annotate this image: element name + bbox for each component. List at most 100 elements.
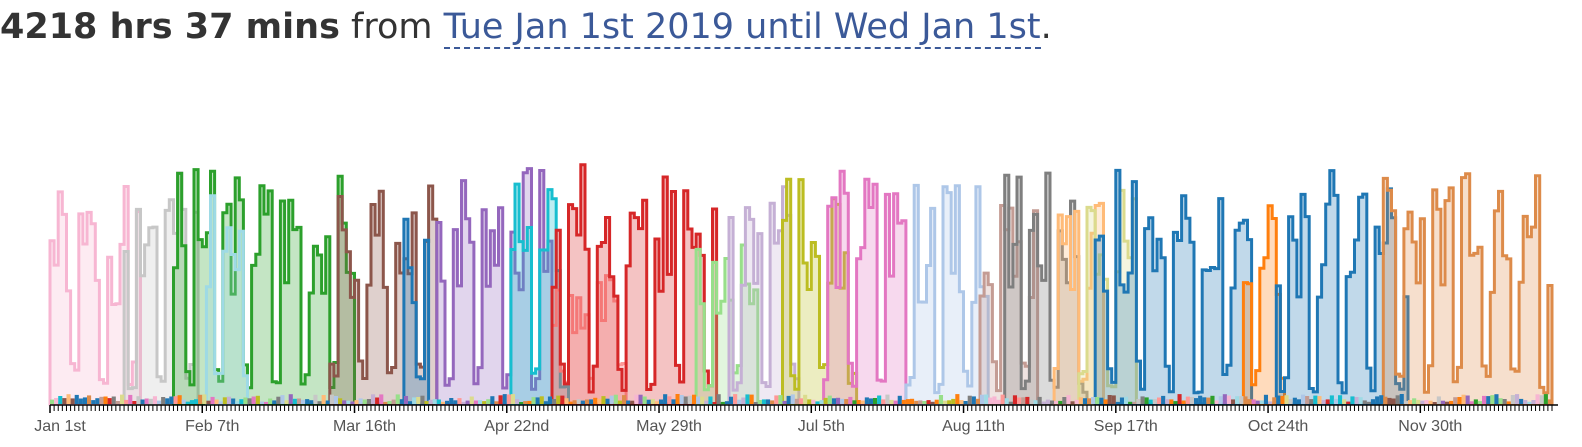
baseline-bar bbox=[840, 398, 845, 404]
baseline-bar bbox=[362, 399, 367, 404]
x-tick-label: Sep 17th bbox=[1094, 418, 1158, 435]
x-tick-label: May 29th bbox=[636, 418, 702, 435]
baseline-bar bbox=[449, 398, 454, 404]
baseline-bar bbox=[1222, 394, 1227, 404]
baseline-bar bbox=[893, 400, 898, 404]
date-range-link[interactable]: Tue Jan 1st 2019 until Wed Jan 1st bbox=[443, 7, 1041, 49]
baseline-bar bbox=[1119, 397, 1125, 404]
baseline-bar bbox=[1012, 395, 1018, 404]
baseline-bar bbox=[622, 395, 627, 404]
series-area-20 bbox=[1093, 168, 1254, 406]
baseline-bar bbox=[169, 396, 174, 404]
baseline-bar bbox=[482, 401, 487, 404]
baseline-bar bbox=[708, 396, 713, 404]
baseline-bar bbox=[416, 397, 421, 404]
baseline-bar bbox=[1370, 399, 1376, 404]
baseline-bar bbox=[1494, 394, 1499, 404]
baseline-bar bbox=[1469, 401, 1474, 404]
baseline-bar bbox=[74, 394, 79, 404]
baseline-bar bbox=[988, 397, 993, 404]
baseline-bar bbox=[1416, 399, 1421, 404]
x-axis: Jan 1st Feb 7th Mar 16th Apr 22nd May 29th Ju… bbox=[34, 404, 1558, 435]
baseline-bar bbox=[1251, 399, 1256, 404]
baseline-bar bbox=[1107, 395, 1112, 404]
baseline-bar bbox=[675, 394, 680, 404]
series-area-7 bbox=[435, 167, 554, 406]
baseline-bar bbox=[1045, 399, 1050, 404]
baseline-bar bbox=[947, 400, 952, 404]
baseline-bar bbox=[1037, 396, 1042, 404]
baseline-bar bbox=[1074, 399, 1079, 404]
baseline-bar bbox=[1235, 396, 1240, 404]
baseline-bar bbox=[395, 394, 400, 404]
x-tick-label: Apr 22nd bbox=[484, 418, 549, 435]
baseline-bar bbox=[671, 399, 676, 404]
baseline-bar bbox=[1054, 400, 1059, 404]
baseline-bar bbox=[247, 398, 252, 404]
baseline-bar bbox=[152, 396, 158, 404]
baseline-bar bbox=[1091, 397, 1096, 404]
baseline-bar bbox=[1292, 397, 1297, 404]
baseline-bar bbox=[547, 396, 553, 404]
baseline-bar bbox=[325, 400, 330, 404]
baseline-bar bbox=[576, 399, 581, 404]
baseline-bar bbox=[502, 394, 507, 404]
series-area-15 bbox=[904, 183, 990, 406]
baseline-bar bbox=[1255, 400, 1260, 404]
baseline-bar bbox=[226, 396, 232, 404]
baseline-bar bbox=[868, 398, 874, 404]
baseline-bar bbox=[1354, 397, 1359, 404]
baseline-bar bbox=[794, 398, 799, 404]
baseline-bar bbox=[910, 398, 915, 404]
baseline-bar bbox=[811, 399, 816, 404]
baseline-bar bbox=[478, 400, 483, 404]
baseline-bar bbox=[486, 399, 491, 404]
baseline-bar bbox=[1399, 394, 1404, 404]
baseline-bar bbox=[218, 401, 223, 404]
baseline-bar bbox=[650, 398, 655, 404]
baseline-bar bbox=[815, 401, 820, 404]
baseline-bar bbox=[1025, 396, 1030, 404]
baseline-bar bbox=[329, 394, 334, 404]
baseline-bar bbox=[494, 401, 499, 404]
baseline-bar bbox=[99, 396, 104, 404]
baseline-bar bbox=[1301, 394, 1306, 404]
baseline-bar bbox=[375, 397, 380, 404]
baseline-bar bbox=[354, 400, 359, 404]
baseline-bar bbox=[1185, 396, 1190, 404]
baseline-bar bbox=[798, 398, 804, 404]
baseline-bar bbox=[1428, 400, 1433, 404]
baseline-bar bbox=[305, 399, 310, 404]
baseline-bar bbox=[366, 399, 372, 404]
baseline-bar bbox=[1325, 399, 1330, 404]
baseline-bar bbox=[338, 398, 343, 404]
baseline-bar bbox=[827, 395, 832, 404]
baseline-bar bbox=[1115, 401, 1120, 404]
baseline-bar bbox=[1403, 400, 1409, 404]
baseline-bar bbox=[231, 398, 236, 404]
baseline-bar bbox=[905, 399, 911, 404]
baseline-bar bbox=[1432, 402, 1437, 404]
baseline-bar bbox=[403, 396, 409, 404]
baseline-bar bbox=[1440, 400, 1446, 404]
baseline-bar bbox=[724, 401, 730, 404]
baseline-bar bbox=[1539, 395, 1544, 404]
baseline-bar bbox=[1527, 401, 1532, 404]
baseline-bar bbox=[66, 394, 71, 404]
baseline-bar bbox=[264, 401, 269, 404]
baseline-bar bbox=[1391, 398, 1396, 404]
baseline-bar bbox=[753, 402, 758, 404]
baseline-bar bbox=[1202, 397, 1207, 404]
baseline-bar bbox=[1189, 397, 1195, 404]
baseline-bar bbox=[1206, 397, 1211, 404]
baseline-bar bbox=[420, 395, 425, 404]
baseline-bar bbox=[552, 399, 557, 404]
baseline-bar bbox=[1214, 400, 1219, 404]
baseline-bar bbox=[1445, 401, 1450, 404]
baseline-bar bbox=[198, 394, 203, 404]
baseline-bar bbox=[580, 400, 585, 404]
baseline-bar bbox=[408, 401, 413, 404]
x-tick-label: Jan 1st bbox=[34, 418, 86, 435]
baseline-bar bbox=[194, 399, 199, 404]
baseline-bar bbox=[659, 399, 664, 404]
